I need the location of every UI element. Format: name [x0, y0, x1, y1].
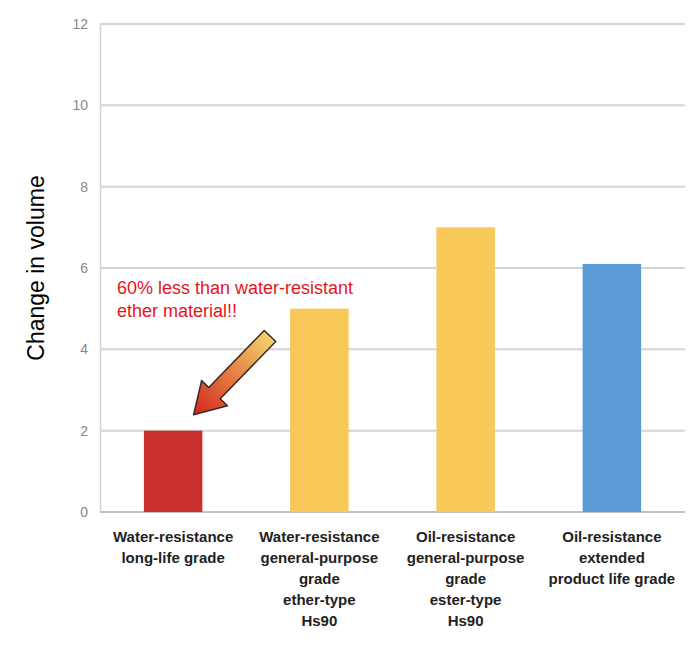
x-tick-label: Oil-resistance — [416, 528, 515, 545]
x-tick-label: Oil-resistance — [562, 528, 661, 545]
x-tick-label: ester-type — [430, 591, 502, 608]
grid-line — [100, 23, 685, 25]
x-tick-label: Water-resistance — [259, 528, 379, 545]
y-tick-label: 2 — [80, 423, 88, 439]
x-tick-label: extended — [579, 549, 645, 566]
y-tick: 12 — [72, 16, 100, 32]
y-tick: 6 — [80, 260, 100, 276]
y-tick: 8 — [80, 179, 100, 195]
annotation-text: 60% less than water-resistant — [117, 278, 353, 298]
x-tick-label: grade — [445, 570, 486, 587]
annotation: 60% less than water-resistant ether mater… — [117, 278, 353, 415]
y-axis: 0 2 4 6 8 10 12 — [72, 16, 100, 520]
bar — [290, 309, 349, 512]
y-tick: 4 — [80, 341, 100, 357]
x-tick-label: Hs90 — [448, 612, 484, 629]
annotation-arrow — [194, 330, 276, 414]
grid-line — [100, 104, 685, 106]
x-tick-label: general-purpose — [261, 549, 379, 566]
y-tick: 2 — [80, 423, 100, 439]
y-tick-label: 10 — [72, 97, 88, 113]
x-tick-label: Water-resistance — [113, 528, 233, 545]
bar — [583, 264, 642, 512]
bars — [144, 227, 641, 512]
x-tick-label: Hs90 — [301, 612, 337, 629]
bar — [436, 227, 495, 512]
plot-area: 0 2 4 6 8 10 12 Water-resistance long-life grade… — [72, 16, 685, 629]
x-tick-label: grade — [299, 570, 340, 587]
grid — [100, 24, 685, 512]
x-tick-label: long-life grade — [121, 549, 224, 566]
y-tick: 10 — [72, 97, 100, 113]
x-tick-label: product life grade — [549, 570, 676, 587]
x-tick-label: general-purpose — [407, 549, 525, 566]
bar — [144, 431, 203, 512]
x-tick-label: ether-type — [283, 591, 356, 608]
chart-svg: 0 2 4 6 8 10 12 Water-resistance long-life grade… — [0, 0, 699, 661]
y-tick-label: 0 — [80, 504, 88, 520]
y-tick-label: 6 — [80, 260, 88, 276]
y-tick: 0 — [80, 504, 100, 520]
annotation-text: ether material!! — [117, 301, 237, 321]
y-tick-label: 4 — [80, 341, 88, 357]
y-axis-title: Change in volume — [23, 175, 49, 360]
grid-line — [100, 186, 685, 188]
y-tick-label: 12 — [72, 16, 88, 32]
x-labels: Water-resistance long-life grade Water-res… — [113, 528, 675, 629]
y-axis-line — [100, 25, 102, 513]
chart-container: 0 2 4 6 8 10 12 Water-resistance long-life grade… — [0, 0, 699, 661]
y-tick-label: 8 — [80, 179, 88, 195]
